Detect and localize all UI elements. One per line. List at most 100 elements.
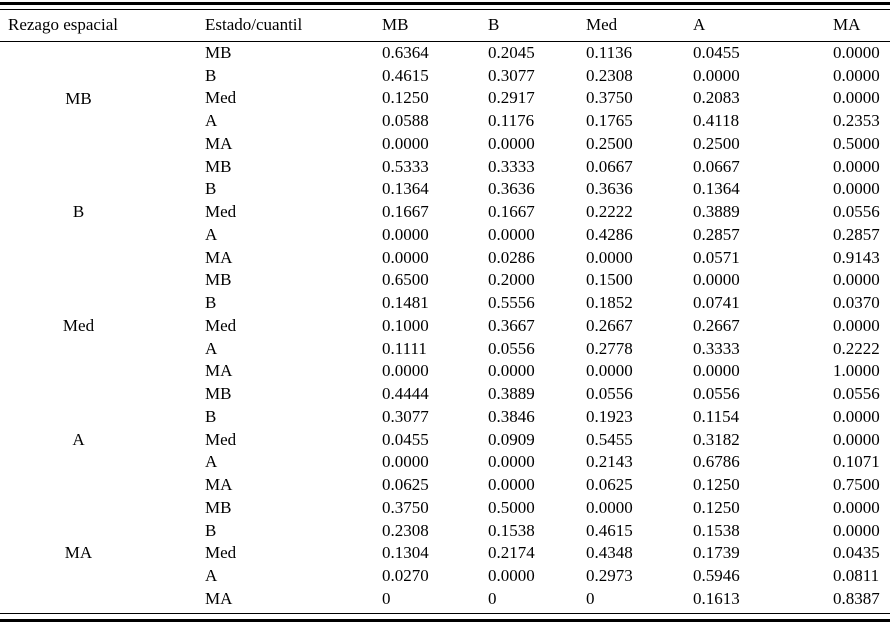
table-row: MA 0 0 0 0.1613 0.8387 <box>0 587 890 610</box>
value-cell: 0.0000 <box>382 133 429 153</box>
table-row: MA 0.0625 0.0000 0.0625 0.1250 0.7500 <box>0 473 890 496</box>
value-cell: 0.4444 <box>382 384 429 404</box>
table-row: B 0.2308 0.1538 0.4615 0.1538 0.0000 <box>0 519 890 542</box>
state-cell: MA <box>205 247 233 267</box>
header-row: Rezago espacial Estado/cuantil MB B Med … <box>0 10 890 42</box>
value-cell: 0.0000 <box>833 179 880 199</box>
state-cell: A <box>205 452 218 472</box>
value-cell: 0.1481 <box>382 293 429 313</box>
value-cell: 0.3846 <box>488 406 535 426</box>
value-cell: 0.1538 <box>488 520 535 540</box>
header-col-mb: MB <box>382 10 488 42</box>
top-thin-rule <box>0 9 890 10</box>
state-cell: MA <box>205 361 233 381</box>
table-row: Med 0.1250 0.2917 0.3750 0.2083 0.0000 <box>0 87 890 110</box>
value-cell: 0.1250 <box>693 475 740 495</box>
value-cell: 0.9143 <box>833 247 880 267</box>
value-cell: 0.3889 <box>693 202 740 222</box>
value-cell: 0.0000 <box>833 406 880 426</box>
state-cell: Med <box>205 315 237 335</box>
value-cell: 0.0000 <box>693 65 740 85</box>
value-cell: 0.1364 <box>382 179 429 199</box>
value-cell: 0.3077 <box>382 406 429 426</box>
value-cell: 0.2000 <box>488 270 535 290</box>
value-cell: 0.0000 <box>488 475 535 495</box>
state-cell: B <box>205 65 217 85</box>
state-cell: A <box>205 224 218 244</box>
table-row: B MB 0.5333 0.3333 0.0667 0.0667 0.0000 <box>0 155 890 220</box>
value-cell: 0.0000 <box>488 133 535 153</box>
table-row: A 0.1111 0.0556 0.2778 0.3333 0.2222 <box>0 337 890 360</box>
value-cell: 0.3333 <box>693 338 740 358</box>
header-estado-cuantil: Estado/cuantil <box>197 10 382 42</box>
bottom-thin-rule <box>0 612 890 614</box>
value-cell: 0.0455 <box>382 429 429 449</box>
value-cell: 0.3750 <box>382 497 429 517</box>
value-cell: 0.0625 <box>382 475 429 495</box>
table-row: MA 0.0000 0.0286 0.0000 0.0571 0.9143 <box>0 246 890 269</box>
value-cell: 0.0909 <box>488 429 535 449</box>
value-cell: 0.3333 <box>488 156 535 176</box>
value-cell: 0.5000 <box>833 133 880 153</box>
value-cell: 0.2667 <box>586 315 633 335</box>
value-cell: 0.0000 <box>833 270 880 290</box>
value-cell: 0.5946 <box>693 566 740 586</box>
state-cell: MB <box>205 270 232 290</box>
value-cell: 0.0000 <box>693 270 740 290</box>
value-cell: 0.1667 <box>488 202 535 222</box>
value-cell: 0.2045 <box>488 43 535 63</box>
value-cell: 0.3667 <box>488 315 535 335</box>
state-cell: B <box>205 179 217 199</box>
table-row: A 0.0000 0.0000 0.2143 0.6786 0.1071 <box>0 451 890 474</box>
value-cell: 0.7500 <box>833 475 880 495</box>
transition-matrix-table: Rezago espacial Estado/cuantil MB B Med … <box>0 10 890 610</box>
value-cell: 0.1304 <box>382 543 429 563</box>
value-cell: 0.2857 <box>833 224 880 244</box>
value-cell: 0.2917 <box>488 88 535 108</box>
group-label-mb: MB <box>65 88 92 108</box>
value-cell: 0.0000 <box>833 43 880 63</box>
value-cell: 0.0000 <box>382 247 429 267</box>
value-cell: 0.0811 <box>833 566 880 586</box>
value-cell: 0.3077 <box>488 65 535 85</box>
value-cell: 0.1739 <box>693 543 740 563</box>
value-cell: 0.5455 <box>586 429 633 449</box>
value-cell: 0.0000 <box>488 361 535 381</box>
table-row: MA MB 0.3750 0.5000 0.0000 0.1250 0.0000 <box>0 496 890 561</box>
state-cell: MB <box>205 43 232 63</box>
value-cell: 0.3636 <box>488 179 535 199</box>
table-row: Med 0.1000 0.3667 0.2667 0.2667 0.0000 <box>0 314 890 337</box>
state-cell: MB <box>205 384 232 404</box>
table-row: A 0.0588 0.1176 0.1765 0.4118 0.2353 <box>0 109 890 132</box>
state-cell: MB <box>205 497 232 517</box>
value-cell: 0.2973 <box>586 566 633 586</box>
state-cell: A <box>205 566 218 586</box>
value-cell: 0.0000 <box>833 156 880 176</box>
value-cell: 0.0000 <box>833 65 880 85</box>
value-cell: 0.2778 <box>586 338 633 358</box>
value-cell: 0.0000 <box>382 452 429 472</box>
value-cell: 0.2500 <box>586 133 633 153</box>
table-row: MB MB 0.6364 0.2045 0.1136 0.0455 0.0000 <box>0 41 890 106</box>
bottom-thick-rule <box>0 618 890 622</box>
header-rezago-espacial: Rezago espacial <box>0 10 197 42</box>
table-row: B 0.1364 0.3636 0.3636 0.1364 0.0000 <box>0 178 890 201</box>
value-cell: 0.0000 <box>833 429 880 449</box>
value-cell: 0.0000 <box>833 520 880 540</box>
value-cell: 0.2222 <box>833 338 880 358</box>
value-cell: 0.0571 <box>693 247 740 267</box>
top-thick-rule <box>0 2 890 5</box>
value-cell: 0.0000 <box>693 361 740 381</box>
value-cell: 0.3636 <box>586 179 633 199</box>
table-row: B 0.1481 0.5556 0.1852 0.0741 0.0370 <box>0 291 890 314</box>
value-cell: 0.0286 <box>488 247 535 267</box>
value-cell: 0.0556 <box>586 384 633 404</box>
value-cell: 0.0556 <box>693 384 740 404</box>
header-col-med: Med <box>586 10 693 42</box>
value-cell: 0.1250 <box>382 88 429 108</box>
value-cell: 0.2174 <box>488 543 535 563</box>
value-cell: 0.6500 <box>382 270 429 290</box>
state-cell: Med <box>205 429 237 449</box>
value-cell: 0.2857 <box>693 224 740 244</box>
value-cell: 0.2308 <box>586 65 633 85</box>
